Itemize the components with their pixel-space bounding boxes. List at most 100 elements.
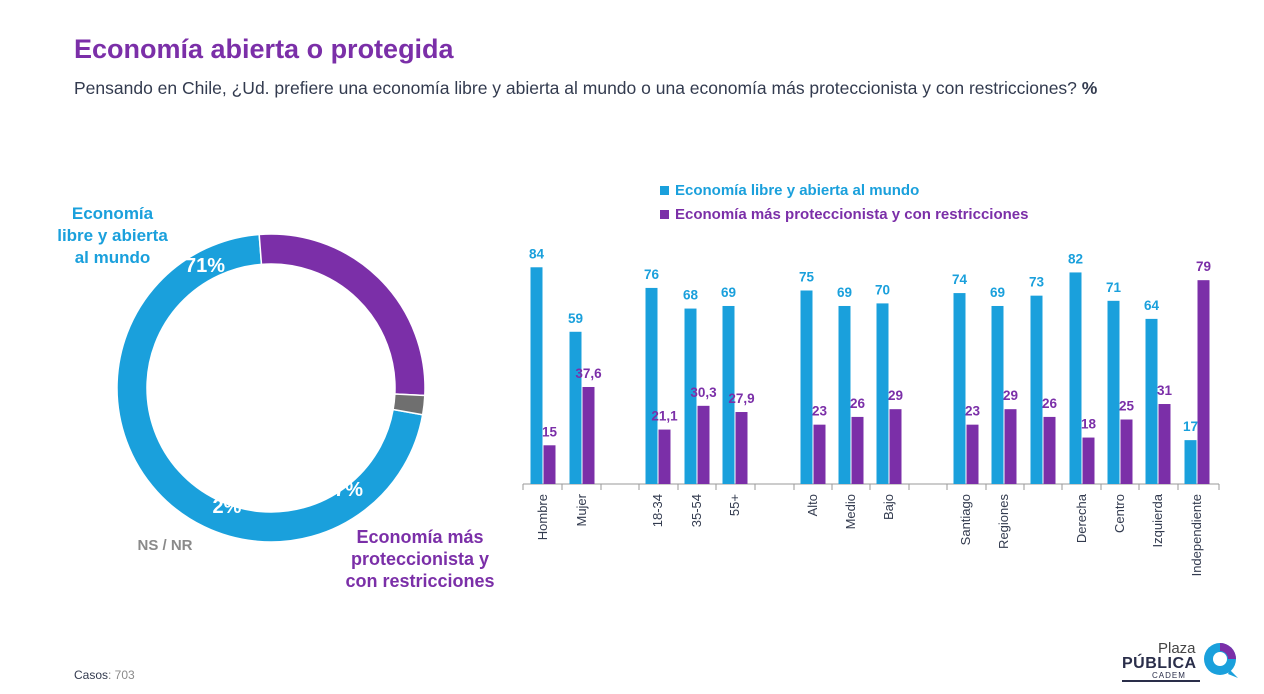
- logo-publica-text: PÚBLICA: [1122, 655, 1197, 672]
- donut-label-libre-line: Economía: [71, 204, 154, 223]
- x-tick-label: Medio: [843, 494, 858, 529]
- bar-proteccionista: [658, 429, 671, 484]
- donut-value-nsnr: 2%: [213, 496, 242, 518]
- data-label-libre: 70: [875, 282, 890, 297]
- data-label-libre: 84: [529, 246, 545, 261]
- logo-cadem-text: CADEM: [1152, 671, 1186, 680]
- casos-label: Casos: [74, 668, 109, 682]
- x-tick-label: Mujer: [574, 493, 589, 526]
- data-label-libre: 69: [721, 285, 736, 300]
- logo-underline: [1122, 680, 1200, 682]
- bar-libre: [953, 293, 966, 484]
- bar-proteccionista: [1120, 419, 1133, 484]
- page-title: Economía abierta o protegida: [74, 34, 454, 64]
- chart-legend: Economía libre y abierta al mundo Econom…: [660, 178, 1028, 226]
- footer-casos: Casos: 703: [74, 668, 135, 682]
- bar-proteccionista: [543, 445, 556, 484]
- legend-label-proteccionista: Economía más proteccionista y con restri…: [675, 205, 1029, 223]
- donut-label-libre-line: al mundo: [74, 248, 151, 267]
- page-subtitle: Pensando en Chile, ¿Ud. prefiere una eco…: [74, 77, 1104, 99]
- data-label-proteccionista: 29: [888, 388, 903, 403]
- donut-value-proteccionista: 27%: [323, 479, 363, 501]
- data-label-proteccionista: 15: [542, 424, 558, 439]
- legend-item-libre: Economía libre y abierta al mundo: [660, 178, 1028, 202]
- data-label-proteccionista: 21,1: [651, 409, 678, 424]
- bar-proteccionista: [582, 386, 595, 484]
- bar-libre: [1107, 300, 1120, 484]
- legend-swatch-libre: [660, 185, 669, 195]
- bar-proteccionista: [1043, 416, 1056, 484]
- bar-libre: [569, 331, 582, 484]
- bar-libre: [1184, 440, 1197, 484]
- data-label-libre: 69: [990, 285, 1005, 300]
- x-tick-label: 35-54: [689, 494, 704, 527]
- legend-label-libre: Economía libre y abierta al mundo: [675, 181, 920, 199]
- data-label-libre: 76: [644, 267, 660, 282]
- data-label-libre: 69: [837, 285, 852, 300]
- data-label-proteccionista: 30,3: [690, 385, 717, 400]
- donut-label-proteccionista: Economía más proteccionista y con restri…: [325, 526, 515, 592]
- data-label-libre: 59: [568, 311, 583, 326]
- bar-libre: [1069, 272, 1082, 484]
- bar-proteccionista: [1158, 404, 1171, 484]
- data-label-proteccionista: 23: [965, 404, 981, 419]
- data-label-proteccionista: 26: [850, 396, 866, 411]
- bar-libre: [1030, 295, 1043, 484]
- data-label-proteccionista: 18: [1081, 417, 1097, 432]
- donut-label-libre: Economía libre y abierta al mundo: [30, 203, 195, 269]
- bar-libre: [645, 287, 658, 484]
- data-label-proteccionista: 29: [1003, 388, 1018, 403]
- bar-libre: [1145, 318, 1158, 484]
- logo-plaza-text: Plaza: [1158, 640, 1196, 657]
- data-label-proteccionista: 23: [812, 404, 828, 419]
- plaza-publica-logo: Plaza PÚBLICA CADEM: [1122, 640, 1242, 684]
- data-label-libre: 64: [1144, 298, 1160, 313]
- x-tick-label: 55+: [727, 494, 742, 516]
- speech-bubble-icon: [1204, 643, 1238, 678]
- subtitle-unit: %: [1081, 78, 1098, 98]
- x-tick-label: 18-34: [650, 494, 665, 527]
- bar-proteccionista: [966, 424, 979, 484]
- x-tick-label: Santiago: [958, 494, 973, 545]
- x-tick-label: Centro: [1112, 494, 1127, 533]
- data-label-proteccionista: 79: [1196, 259, 1211, 274]
- x-tick-label: Hombre: [535, 494, 550, 540]
- donut-label-nsnr: NS / NR: [137, 537, 193, 554]
- bar-proteccionista: [1004, 409, 1017, 484]
- donut-label-libre-line: libre y abierta: [57, 226, 168, 245]
- data-label-libre: 74: [952, 272, 968, 287]
- data-label-libre: 68: [683, 288, 699, 303]
- casos-value: : 703: [108, 668, 135, 682]
- bar-libre: [722, 305, 735, 484]
- data-label-libre: 71: [1106, 280, 1122, 295]
- donut-value-libre: 71%: [185, 255, 225, 277]
- data-label-libre: 75: [799, 270, 815, 285]
- data-label-libre: 82: [1068, 251, 1083, 266]
- bar-proteccionista: [735, 412, 748, 484]
- legend-swatch-proteccionista: [660, 209, 669, 219]
- bar-libre: [800, 290, 813, 484]
- x-tick-label: Bajo: [881, 494, 896, 520]
- donut-label-prot-line: Economía más: [356, 527, 484, 547]
- data-label-proteccionista: 37,6: [575, 366, 602, 381]
- donut-label-prot-line: proteccionista y: [350, 549, 490, 569]
- bar-libre: [684, 308, 697, 484]
- bar-proteccionista: [851, 416, 864, 484]
- donut-slice-libre: [116, 233, 424, 543]
- x-tick-label: Izquierda: [1150, 493, 1165, 547]
- bar-proteccionista: [813, 424, 826, 484]
- bar-libre: [530, 267, 543, 484]
- x-tick-label: Alto: [805, 494, 820, 516]
- donut-slice-nsnr: [392, 393, 426, 416]
- data-label-proteccionista: 31: [1157, 383, 1173, 398]
- data-label-proteccionista: 26: [1042, 396, 1058, 411]
- bar-proteccionista: [1197, 280, 1210, 484]
- subtitle-text: Pensando en Chile, ¿Ud. prefiere una eco…: [74, 78, 1077, 98]
- x-tick-label: Independiente: [1189, 494, 1204, 576]
- bar-libre: [991, 305, 1004, 484]
- x-tick-label: Regiones: [996, 494, 1011, 549]
- donut-label-prot-line: con restricciones: [345, 571, 495, 591]
- bar-libre: [876, 303, 889, 484]
